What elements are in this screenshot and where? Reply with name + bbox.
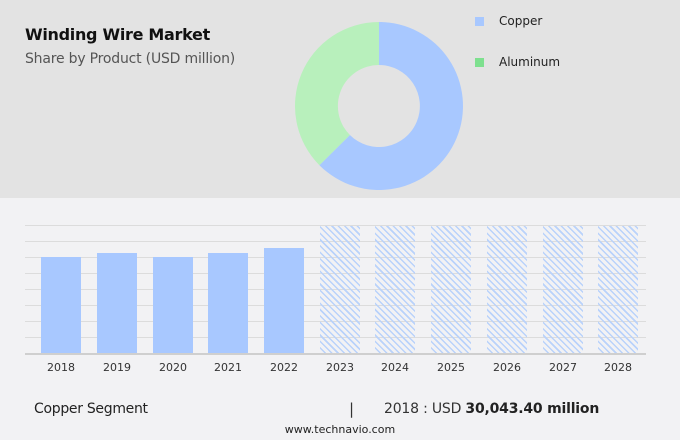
bar-2028-forecast — [598, 226, 638, 353]
x-tick-label: 2022 — [270, 361, 298, 374]
value-amount: 30,043.40 million — [465, 401, 600, 417]
bar-2027-forecast — [543, 226, 583, 353]
legend-item-aluminum: Aluminum — [475, 55, 560, 69]
bar-2025-forecast — [431, 226, 471, 353]
legend-swatch-copper-icon — [475, 16, 484, 26]
x-tick-label: 2026 — [493, 361, 521, 374]
legend-label: Aluminum — [499, 55, 561, 69]
donut-slice-copper — [319, 22, 463, 190]
x-tick-label: 2018 — [47, 361, 75, 374]
legend-item-copper: Copper — [475, 14, 542, 28]
chart-title: Winding Wire Market — [25, 25, 210, 44]
source-link[interactable]: www.technavio.com — [284, 423, 396, 436]
x-tick-label: 2027 — [549, 361, 577, 374]
segment-label: Copper Segment — [34, 401, 148, 417]
x-tick-label: 2020 — [159, 361, 187, 374]
x-tick-label: 2021 — [214, 361, 242, 374]
x-tick-label: 2028 — [604, 361, 632, 374]
chart-subtitle: Share by Product (USD million) — [25, 51, 236, 67]
x-axis-baseline — [25, 353, 646, 355]
x-tick-label: 2025 — [437, 361, 465, 374]
legend-swatch-aluminum-icon — [475, 57, 484, 67]
bar-2023-forecast — [320, 226, 360, 353]
bar-2026-forecast — [487, 226, 527, 353]
header-panel: Winding Wire Market Share by Product (US… — [0, 0, 680, 198]
bar-chart: 2018 2019 2020 2021 2022 2023 2024 2025 … — [0, 198, 680, 388]
footer-separator: | — [349, 400, 355, 418]
bar-2024-forecast — [375, 226, 415, 353]
x-tick-label: 2023 — [326, 361, 354, 374]
bar-2019 — [97, 253, 137, 353]
x-tick-label: 2024 — [381, 361, 409, 374]
legend-label: Copper — [499, 14, 543, 28]
bar-2018 — [41, 257, 81, 353]
bar-2020 — [153, 257, 193, 353]
bar-2021 — [208, 253, 248, 353]
value-prefix: 2018 : USD — [384, 401, 466, 417]
donut-slice-aluminum — [294, 22, 379, 166]
x-tick-label: 2019 — [103, 361, 131, 374]
bar-2022 — [264, 248, 304, 353]
gridline — [25, 225, 646, 226]
segment-value: 2018 : USD 30,043.40 million — [384, 401, 599, 417]
donut-chart — [294, 22, 463, 190]
